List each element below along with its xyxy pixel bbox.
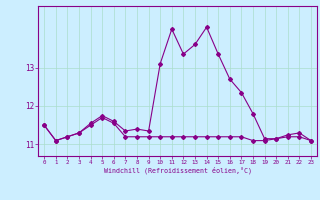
X-axis label: Windchill (Refroidissement éolien,°C): Windchill (Refroidissement éolien,°C): [104, 167, 252, 174]
